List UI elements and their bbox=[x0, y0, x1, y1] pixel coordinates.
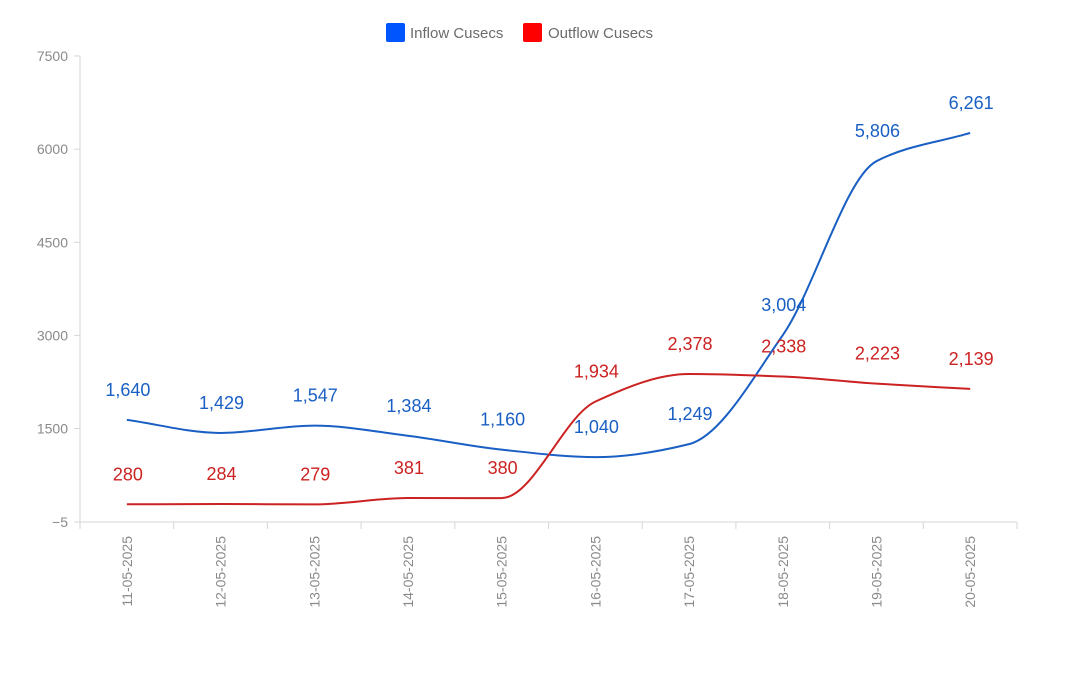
legend-swatch[interactable] bbox=[523, 23, 542, 42]
x-tick-label: 15-05-2025 bbox=[494, 536, 510, 608]
outflow-data-label: 2,139 bbox=[949, 349, 994, 369]
x-tick-label: 17-05-2025 bbox=[681, 536, 697, 608]
inflow-data-label: 1,429 bbox=[199, 393, 244, 413]
inflow-data-label: 3,004 bbox=[761, 295, 806, 315]
inflow-data-label: 6,261 bbox=[949, 93, 994, 113]
x-tick-label: 14-05-2025 bbox=[400, 536, 416, 608]
y-tick-label: 6000 bbox=[37, 141, 68, 157]
outflow-data-point[interactable] bbox=[405, 495, 411, 501]
x-tick-label: 18-05-2025 bbox=[775, 536, 791, 608]
outflow-data-label: 280 bbox=[113, 464, 143, 484]
inflow-data-label: 1,640 bbox=[105, 380, 150, 400]
y-tick-label: 7500 bbox=[37, 48, 68, 64]
inflow-data-label: 1,547 bbox=[293, 386, 338, 406]
outflow-data-label: 279 bbox=[300, 464, 330, 484]
outflow-data-label: 380 bbox=[488, 458, 518, 478]
y-tick-label: 4500 bbox=[37, 234, 68, 250]
legend: Inflow Cusecs Outflow Cusecs bbox=[386, 23, 653, 42]
x-tick-label: 11-05-2025 bbox=[119, 536, 135, 607]
outflow-data-point[interactable] bbox=[499, 495, 505, 501]
legend-label[interactable]: Outflow Cusecs bbox=[548, 25, 653, 42]
outflow-data-point[interactable] bbox=[686, 371, 692, 377]
x-tick-label: 13-05-2025 bbox=[306, 536, 322, 608]
inflow-data-label: 1,249 bbox=[668, 404, 713, 424]
y-tick-label: 3000 bbox=[37, 327, 68, 343]
outflow-data-point[interactable] bbox=[592, 399, 598, 405]
x-tick-label: 16-05-2025 bbox=[587, 536, 603, 608]
outflow-data-point[interactable] bbox=[780, 374, 786, 380]
y-tick-label: −5 bbox=[52, 514, 68, 530]
inflow-data-point[interactable] bbox=[124, 417, 130, 423]
outflow-series-line[interactable] bbox=[126, 373, 971, 506]
outflow-data-point[interactable] bbox=[873, 381, 879, 387]
outflow-data-label: 284 bbox=[207, 464, 237, 484]
outflow-data-point[interactable] bbox=[311, 501, 317, 507]
outflow-data-label: 2,378 bbox=[668, 334, 713, 354]
inflow-data-point[interactable] bbox=[405, 433, 411, 439]
outflow-data-point[interactable] bbox=[218, 501, 224, 507]
inflow-data-point[interactable] bbox=[311, 423, 317, 429]
inflow-data-label: 1,040 bbox=[574, 417, 619, 437]
series-lines bbox=[124, 130, 973, 507]
data-labels: 1,640 1,429 1,547 1,384 1,160 1,040 1,249 3,004… bbox=[105, 93, 993, 484]
inflow-data-label: 1,160 bbox=[480, 410, 525, 430]
inflow-data-point[interactable] bbox=[967, 130, 973, 136]
inflow-data-point[interactable] bbox=[873, 158, 879, 164]
y-tick-label: 1500 bbox=[37, 421, 68, 437]
inflow-data-label: 5,806 bbox=[855, 121, 900, 141]
inflow-series-line[interactable] bbox=[126, 131, 971, 459]
axes: −5 1500 3000 4500 6000 7500 11-05-2025 12-05-20… bbox=[37, 48, 1018, 608]
legend-swatch[interactable] bbox=[386, 23, 405, 42]
outflow-data-point[interactable] bbox=[967, 386, 973, 392]
x-tick-label: 19-05-2025 bbox=[868, 536, 884, 608]
x-tick-label: 20-05-2025 bbox=[962, 536, 978, 608]
inflow-data-point[interactable] bbox=[686, 441, 692, 447]
outflow-data-label: 1,934 bbox=[574, 362, 619, 382]
inflow-data-point[interactable] bbox=[592, 454, 598, 460]
legend-label[interactable]: Inflow Cusecs bbox=[410, 25, 503, 42]
inflow-data-point[interactable] bbox=[499, 447, 505, 453]
outflow-data-point[interactable] bbox=[124, 501, 130, 507]
x-tick-label: 12-05-2025 bbox=[213, 536, 229, 608]
outflow-data-label: 381 bbox=[394, 458, 424, 478]
outflow-data-label: 2,338 bbox=[761, 337, 806, 357]
outflow-data-label: 2,223 bbox=[855, 344, 900, 364]
inflow-data-point[interactable] bbox=[218, 430, 224, 436]
inflow-data-label: 1,384 bbox=[386, 396, 431, 416]
